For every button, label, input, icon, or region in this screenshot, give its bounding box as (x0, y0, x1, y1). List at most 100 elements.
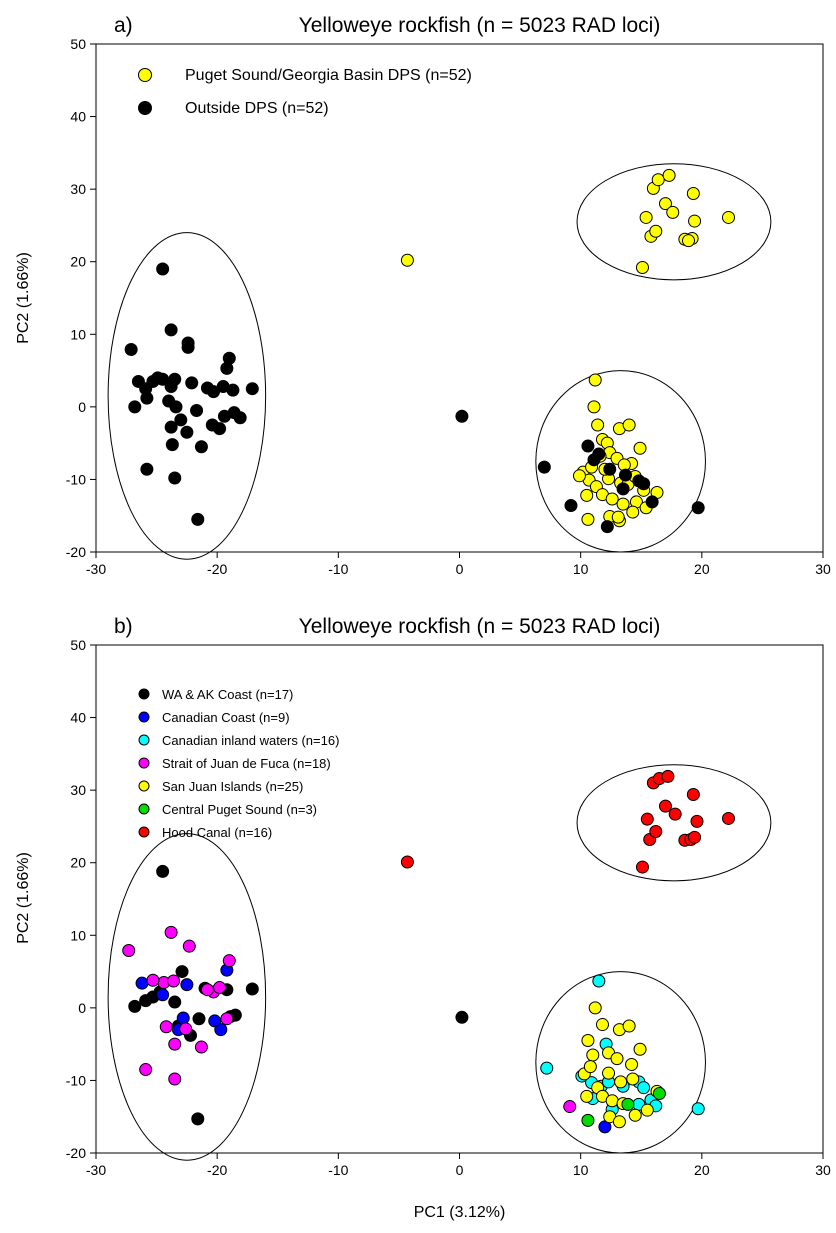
data-point (182, 939, 196, 953)
data-point (610, 1052, 624, 1066)
data-point (721, 210, 735, 224)
data-point (168, 1037, 182, 1051)
data-point (633, 441, 647, 455)
data-point (180, 978, 194, 992)
data-point (616, 482, 630, 496)
data-point (618, 468, 632, 482)
data-point (181, 340, 195, 354)
legend: Puget Sound/Georgia Basin DPS (n=52) Outs… (138, 67, 472, 117)
data-point (586, 1048, 600, 1062)
legend-swatch (138, 688, 150, 700)
legend-swatch (138, 734, 150, 746)
series-5 (581, 1086, 666, 1127)
data-point (164, 420, 178, 434)
series-1 (124, 262, 705, 534)
data-point (124, 343, 138, 357)
data-point (245, 982, 259, 996)
data-point (688, 214, 702, 228)
data-point (588, 1001, 602, 1015)
data-point (640, 1103, 654, 1117)
series-6 (400, 769, 735, 874)
data-point (591, 418, 605, 432)
x-tick-label: 20 (694, 1162, 710, 1178)
data-point (213, 422, 227, 436)
data-point (159, 1020, 173, 1034)
data-point (721, 811, 735, 825)
legend-label: WA & AK Coast (n=17) (162, 687, 293, 702)
data-point (603, 462, 617, 476)
data-point (621, 1097, 635, 1111)
data-point (587, 400, 601, 414)
y-tick-label: 30 (70, 181, 86, 197)
x-tick-label: 30 (815, 1162, 831, 1178)
x-tick-label: 0 (456, 1162, 464, 1178)
y-tick-label: 20 (70, 855, 86, 871)
chart-panel-b: b) Yelloweye rockfish (n = 5023 RAD loci)… (15, 615, 831, 1221)
data-point (605, 1094, 619, 1108)
series-0 (400, 168, 735, 528)
legend-label: Outside DPS (n=52) (185, 100, 329, 117)
series-4 (577, 1001, 664, 1129)
legend-swatch (138, 101, 152, 115)
y-tick-label: 30 (70, 782, 86, 798)
legend-label: Strait of Juan de Fuca (n=18) (162, 756, 331, 771)
data-point (537, 460, 551, 474)
data-point (595, 1018, 609, 1032)
y-tick-label: -10 (66, 1072, 86, 1088)
legend-swatch (138, 826, 150, 838)
x-tick-label: -20 (207, 561, 227, 577)
panel-label: a) (114, 14, 133, 37)
legend-label: Canadian inland waters (n=16) (162, 733, 339, 748)
data-point (658, 197, 672, 211)
data-point (616, 497, 630, 511)
data-point (222, 954, 236, 968)
data-point (455, 409, 469, 423)
data-point (635, 860, 649, 874)
data-point (635, 261, 649, 275)
legend-label: Central Puget Sound (n=3) (162, 802, 317, 817)
data-point (226, 383, 240, 397)
chart-title: Yelloweye rockfish (n = 5023 RAD loci) (299, 615, 661, 638)
series-0 (128, 864, 469, 1126)
data-point (128, 400, 142, 414)
data-point (626, 505, 640, 519)
data-point (682, 234, 696, 248)
y-axis-title: PC2 (1.66%) (15, 852, 32, 944)
data-point (194, 1040, 208, 1054)
y-tick-label: -10 (66, 471, 86, 487)
y-tick-label: -20 (66, 544, 86, 560)
cluster-ellipse (107, 232, 267, 560)
data-point (612, 1115, 626, 1129)
data-point (164, 925, 178, 939)
data-point (179, 1022, 193, 1036)
data-point (140, 391, 154, 405)
data-point (640, 812, 654, 826)
legend-swatch (138, 757, 150, 769)
data-point (637, 1081, 651, 1095)
data-point (180, 425, 194, 439)
plot-frame (95, 43, 824, 553)
data-point (185, 376, 199, 390)
data-point (165, 438, 179, 452)
data-point (581, 512, 595, 526)
data-point (455, 1010, 469, 1024)
data-point (128, 999, 142, 1013)
data-point (666, 205, 680, 219)
series-3 (122, 925, 577, 1114)
y-tick-label: 50 (70, 637, 86, 653)
legend-swatch (138, 803, 150, 815)
data-point (572, 469, 586, 483)
y-axis-title: PC2 (1.66%) (15, 252, 32, 344)
data-point (167, 974, 181, 988)
data-point (140, 462, 154, 476)
data-point (588, 373, 602, 387)
data-point (581, 439, 595, 453)
data-point (400, 855, 414, 869)
data-point (192, 1012, 206, 1026)
data-point (626, 1072, 640, 1086)
legend-label: Puget Sound/Georgia Basin DPS (n=52) (185, 67, 472, 84)
data-point (628, 1108, 642, 1122)
data-point (400, 253, 414, 267)
y-tick-label: 40 (70, 710, 86, 726)
